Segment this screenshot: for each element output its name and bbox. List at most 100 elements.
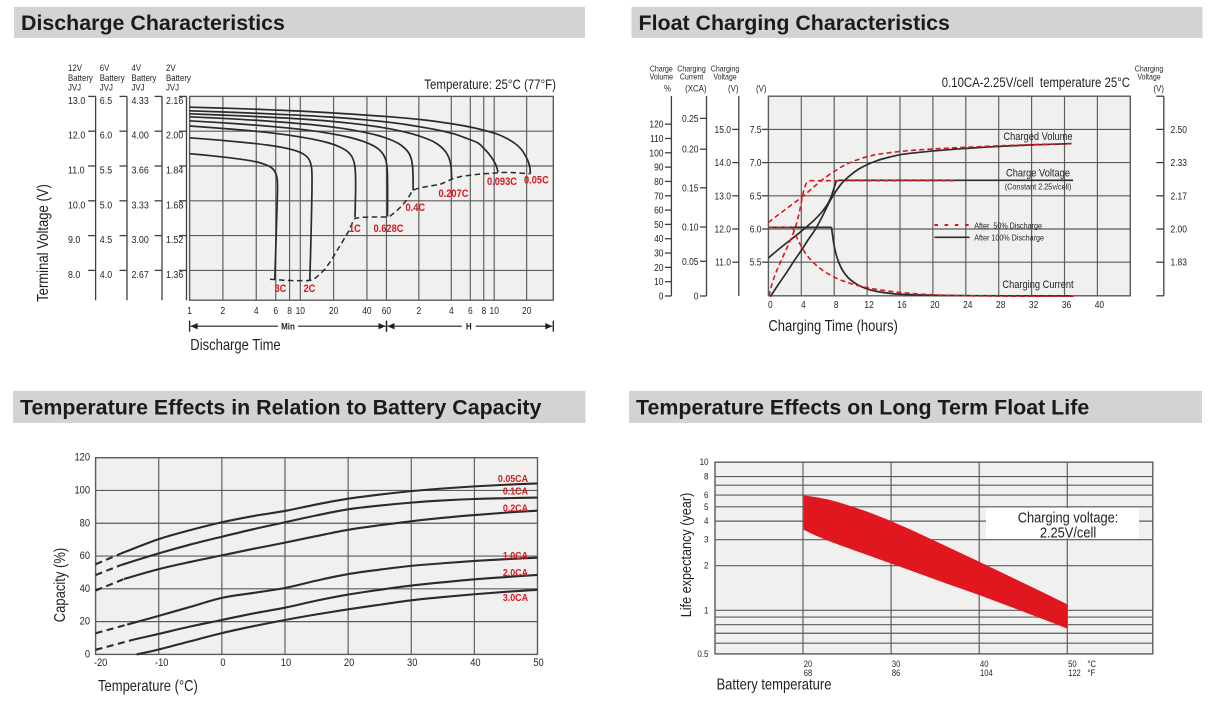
svg-text:After 50% Discharge: After 50% Discharge [974,221,1042,231]
svg-text:Temperature (°C): Temperature (°C) [98,678,198,695]
svg-text:40: 40 [80,583,91,595]
svg-text:11.0: 11.0 [715,257,731,268]
svg-text:2.33: 2.33 [1171,157,1187,168]
svg-text:Discharge Time: Discharge Time [190,337,280,354]
svg-text:°C: °C [1087,658,1096,669]
svg-text:8: 8 [481,305,486,316]
svg-text:JVJ: JVJ [100,82,113,93]
svg-text:Charging: Charging [677,64,705,74]
svg-text:122: 122 [1068,667,1081,678]
svg-text:2.17: 2.17 [1171,191,1187,202]
svg-text:(Constant 2.25v/cell): (Constant 2.25v/cell) [1005,182,1072,192]
svg-text:80: 80 [80,518,91,530]
svg-text:24: 24 [963,299,972,310]
svg-text:Temperature Effects in Relatio: Temperature Effects in Relation to Batte… [20,396,542,420]
svg-text:1.84: 1.84 [166,165,184,177]
svg-text:1.36: 1.36 [166,269,183,281]
svg-text:60: 60 [80,550,91,562]
svg-text:12.0: 12.0 [68,130,86,142]
svg-text:40: 40 [362,305,371,316]
svg-text:0.05C: 0.05C [524,175,549,187]
svg-text:6.0: 6.0 [750,224,762,235]
svg-text:10: 10 [490,305,499,316]
svg-text:1C: 1C [349,223,361,235]
svg-text:Charge Voltage: Charge Voltage [1006,168,1070,180]
svg-text:1.52: 1.52 [166,234,183,246]
svg-text:Life expectancy (year): Life expectancy (year) [677,493,694,618]
svg-text:1: 1 [187,305,192,316]
svg-text:0: 0 [768,299,773,310]
svg-text:2.00: 2.00 [166,130,184,142]
svg-text:4V: 4V [132,62,142,73]
svg-text:10: 10 [281,657,292,669]
svg-text:0: 0 [694,291,699,302]
svg-text:Volume: Volume [650,72,673,82]
svg-text:%: % [664,83,671,94]
svg-text:6V: 6V [100,62,110,73]
svg-text:60: 60 [382,305,391,316]
svg-text:14.0: 14.0 [715,157,731,168]
svg-text:4.00: 4.00 [132,130,150,142]
svg-text:110: 110 [650,133,663,144]
svg-text:20: 20 [522,305,531,316]
svg-text:2.0CA: 2.0CA [503,567,528,579]
svg-text:°F: °F [1087,667,1095,678]
svg-text:0.20: 0.20 [682,144,698,155]
svg-text:Capacity (%): Capacity (%) [52,548,69,622]
svg-text:4.33: 4.33 [132,95,149,107]
svg-text:-20: -20 [94,657,108,669]
svg-text:Discharge Characteristics: Discharge Characteristics [21,11,285,35]
svg-text:40: 40 [654,234,663,245]
svg-text:2: 2 [704,560,709,571]
svg-text:Charging voltage:: Charging voltage: [1018,508,1119,525]
svg-text:Battery temperature: Battery temperature [717,677,832,694]
svg-text:0: 0 [220,657,225,669]
svg-text:0.10: 0.10 [682,222,698,233]
svg-text:Charging: Charging [711,64,739,74]
svg-text:20: 20 [80,616,91,628]
svg-text:6.5: 6.5 [750,191,762,202]
svg-text:3.0CA: 3.0CA [503,592,528,604]
svg-text:86: 86 [892,667,901,678]
svg-text:2C: 2C [304,283,316,295]
svg-text:Battery: Battery [166,72,191,83]
svg-text:4: 4 [704,515,709,526]
svg-text:2.25V/cell: 2.25V/cell [1040,523,1096,540]
svg-text:0.05: 0.05 [682,256,698,267]
svg-text:Voltage: Voltage [1137,72,1160,82]
svg-text:3C: 3C [275,283,287,295]
svg-text:(V): (V) [756,83,767,94]
svg-text:4: 4 [801,299,806,310]
svg-text:0.628C: 0.628C [374,223,405,235]
svg-text:JVJ: JVJ [68,82,81,93]
svg-text:6: 6 [273,305,278,316]
svg-text:100: 100 [74,485,90,497]
svg-text:Temperature: 25°C (77°F): Temperature: 25°C (77°F) [424,77,556,92]
svg-text:5.0: 5.0 [100,200,113,212]
svg-text:Voltage: Voltage [713,72,736,82]
svg-text:10: 10 [654,277,663,288]
svg-text:0.05CA: 0.05CA [498,473,528,485]
svg-text:8: 8 [704,471,709,482]
svg-text:28: 28 [996,299,1005,310]
svg-text:Float Charging Characteristics: Float Charging Characteristics [639,11,951,35]
svg-text:Min: Min [281,321,295,332]
svg-text:8: 8 [287,305,292,316]
svg-text:Charge: Charge [650,64,673,74]
svg-text:Charging: Charging [1135,64,1163,74]
svg-text:40: 40 [980,658,989,669]
svg-text:H: H [466,321,472,332]
svg-text:9.0: 9.0 [68,234,81,246]
svg-text:3: 3 [704,534,709,545]
svg-text:5.5: 5.5 [100,165,112,177]
svg-text:6: 6 [468,305,473,316]
svg-text:After 100% Discharge: After 100% Discharge [974,233,1044,243]
svg-text:60: 60 [654,205,663,216]
svg-text:50: 50 [654,219,663,230]
svg-text:3.66: 3.66 [132,165,149,177]
svg-text:20: 20 [329,305,338,316]
svg-text:4: 4 [254,305,259,316]
svg-text:0.25: 0.25 [682,113,698,124]
svg-text:10: 10 [700,457,709,468]
svg-text:(XCA): (XCA) [685,83,706,94]
